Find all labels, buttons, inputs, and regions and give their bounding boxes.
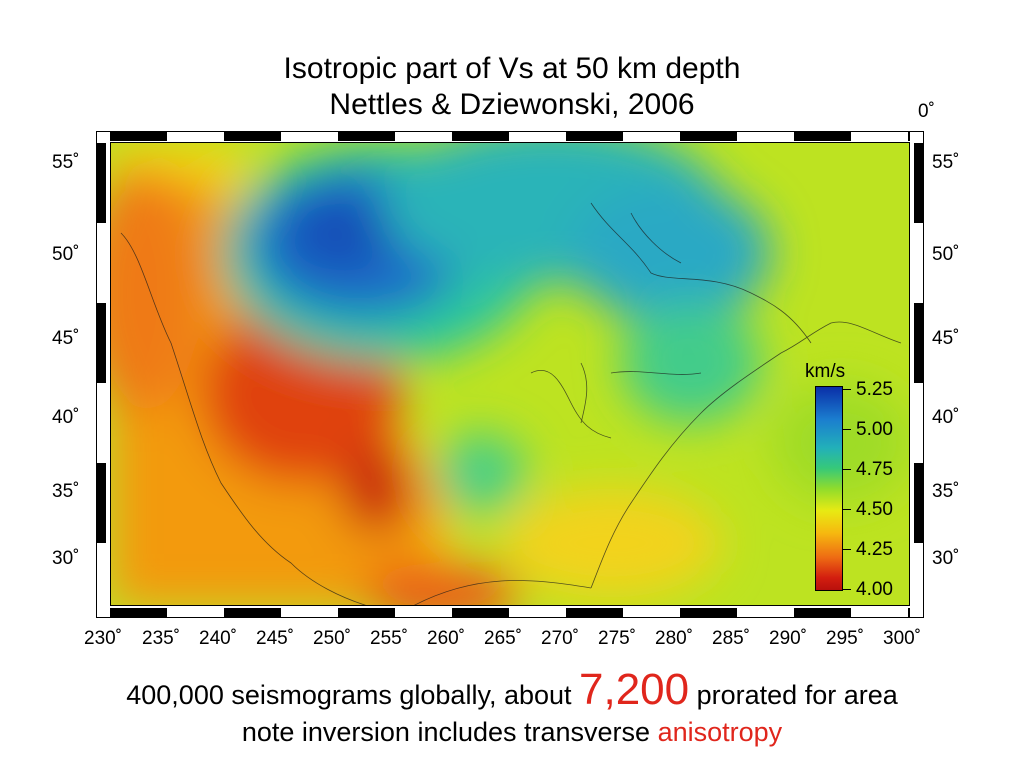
colorbar-tick (843, 469, 851, 470)
corner-degree-label: 0˚ (918, 101, 935, 122)
frame-tick-block (96, 303, 106, 383)
lon-label: 270˚ (541, 628, 580, 649)
colorbar-tick (843, 589, 851, 590)
lat-label-left: 55˚ (52, 152, 80, 173)
frame-tick-block (794, 608, 851, 618)
rio-grande-low (341, 443, 411, 533)
gulf-low (361, 563, 521, 605)
lat-label-right: 35˚ (932, 481, 960, 502)
lat-label-right: 45˚ (932, 328, 960, 349)
frame-tick-block (680, 131, 737, 141)
lat-label-left: 50˚ (52, 244, 80, 265)
lat-label-left: 30˚ (52, 548, 80, 569)
lon-label: 240˚ (199, 628, 238, 649)
highlight-number: 7,200 (579, 665, 690, 714)
frame-tick-block (566, 131, 623, 141)
lon-label: 295˚ (826, 628, 865, 649)
lat-label-left: 35˚ (52, 481, 80, 502)
lon-label: 290˚ (769, 628, 808, 649)
frame-tick-block (566, 608, 623, 618)
frame-tick-block (96, 143, 106, 223)
lon-label: 245˚ (256, 628, 295, 649)
frame-tick-block (224, 608, 281, 618)
footer-line-2: note inversion includes transverse aniso… (0, 717, 1024, 748)
frame-tick-block (908, 131, 910, 141)
colorbar-label: 5.25 (856, 379, 893, 400)
frame-tick-block (224, 131, 281, 141)
lon-label: 265˚ (484, 628, 523, 649)
frame-tick-block (452, 131, 509, 141)
frame-tick-block (110, 131, 167, 141)
frame-tick-block (680, 608, 737, 618)
footer-line-2-prefix: note inversion includes transverse (241, 717, 658, 747)
slide-title: Isotropic part of Vs at 50 km depth (283, 52, 741, 85)
coastlines (120, 202, 902, 605)
lat-label-right: 50˚ (932, 244, 960, 265)
lon-label: 230˚ (84, 628, 123, 649)
frame-tick-block (914, 143, 924, 223)
map-frame-ticks (96, 131, 924, 618)
lat-label-right: 55˚ (932, 152, 960, 173)
highlight-word: anisotropy (657, 717, 783, 747)
frame-tick-block (96, 463, 106, 543)
velocity-anomalies (111, 143, 909, 605)
lon-label: 275˚ (598, 628, 637, 649)
colorbar-label: 4.25 (856, 539, 893, 560)
lat-label-left: 45˚ (52, 328, 80, 349)
lon-label: 250˚ (313, 628, 352, 649)
lon-label: 280˚ (655, 628, 694, 649)
appalachian-fast (621, 303, 761, 423)
lon-label: 235˚ (142, 628, 181, 649)
quebec-fast (571, 183, 771, 323)
colorbar-tick (843, 389, 851, 390)
frame-tick-block (452, 608, 509, 618)
slide-subtitle: Nettles & Dziewonski, 2006 (329, 88, 695, 121)
colorbar-tick (843, 429, 851, 430)
frame-tick-block (338, 131, 395, 141)
frame-tick-block (914, 463, 924, 543)
footer-line-1-prefix: 400,000 seismograms globally, about (126, 680, 580, 710)
craton-fast-core (286, 193, 396, 273)
colorbar-unit: km/s (805, 361, 846, 382)
colorbar-label: 5.00 (856, 419, 893, 440)
colorbar-label: 4.00 (856, 579, 893, 600)
footer-line-1: 400,000 seismograms globally, about 7,20… (0, 665, 1024, 715)
lat-label-left: 40˚ (52, 407, 80, 428)
velocity-map (110, 142, 910, 606)
frame-tick-block (794, 131, 851, 141)
lon-label: 285˚ (712, 628, 751, 649)
frame-tick-block (338, 608, 395, 618)
colorbar-label: 4.50 (856, 499, 893, 520)
colorbar-tick (843, 509, 851, 510)
colorbar (815, 386, 843, 591)
frame-tick-block (914, 303, 924, 383)
central-fast (436, 433, 526, 513)
coast-low (111, 173, 201, 413)
lon-label: 255˚ (370, 628, 409, 649)
east-mid (501, 488, 721, 598)
lat-label-right: 30˚ (932, 548, 960, 569)
lon-label: 300˚ (883, 628, 922, 649)
colorbar-label: 4.75 (856, 459, 893, 480)
lat-label-right: 40˚ (932, 407, 960, 428)
colorbar-tick (843, 549, 851, 550)
frame-tick-block (908, 608, 910, 618)
frame-tick-block (110, 608, 167, 618)
footer-line-1-suffix: prorated for area (689, 680, 898, 710)
lon-label: 260˚ (427, 628, 466, 649)
